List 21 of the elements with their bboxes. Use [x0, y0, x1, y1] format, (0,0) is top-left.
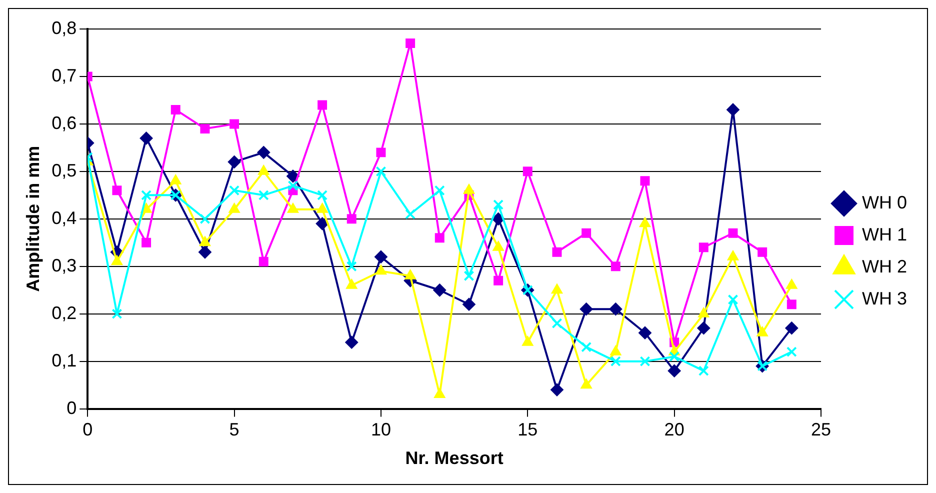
y-tick-label: 0,3	[52, 255, 77, 276]
legend-label: WH 0	[862, 192, 907, 212]
legend-label: WH 2	[862, 256, 907, 276]
x-tick-label: 20	[664, 420, 684, 440]
y-tick-label: 0,4	[52, 208, 77, 228]
y-tick-label: 0,2	[52, 302, 77, 323]
y-tick-label: 0,1	[52, 350, 77, 370]
x-tick-label: 15	[518, 420, 538, 440]
x-tick-label: 5	[229, 420, 240, 440]
y-tick-label: 0	[66, 398, 77, 418]
x-tick-label: 25	[810, 420, 832, 440]
legend-label: WH 3	[862, 288, 907, 308]
y-tick-label: 0,8	[52, 18, 77, 38]
x-axis-title: Nr. Messort	[405, 448, 504, 468]
y-tick-label: 0,7	[52, 65, 77, 86]
x-tick-label: 0	[82, 420, 93, 440]
y-tick-label: 0,5	[52, 160, 77, 180]
x-tick-label: 10	[370, 420, 391, 440]
y-tick-label: 0,6	[52, 112, 77, 133]
y-axis-title: Amplitude in mm	[22, 146, 43, 292]
legend-label: WH 1	[862, 224, 907, 244]
